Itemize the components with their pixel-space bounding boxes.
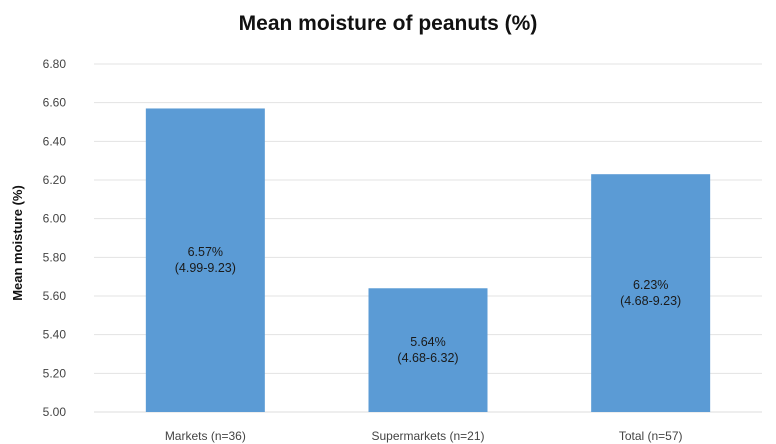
x-category-label: Supermarkets (n=21) [371, 429, 484, 443]
data-label: (4.68-9.23) [620, 294, 681, 308]
data-label: (4.99-9.23) [175, 261, 236, 275]
x-category-label: Markets (n=36) [165, 429, 246, 443]
y-tick-label: 5.20 [43, 366, 67, 380]
y-tick-label: 5.60 [43, 289, 67, 303]
y-tick-label: 5.40 [43, 328, 67, 342]
data-label: 5.64% [410, 335, 445, 349]
data-label: 6.57% [188, 245, 223, 259]
data-labels: 6.57% (4.99-9.23) 5.64% (4.68-6.32) 6.23% (4.… [175, 245, 681, 365]
y-tick-label: 6.20 [43, 173, 67, 187]
y-tick-label: 6.00 [43, 212, 67, 226]
data-label: (4.68-6.32) [397, 351, 458, 365]
x-axis-categories: Markets (n=36) Supermarkets (n=21) Total (… [165, 429, 683, 443]
bars [145, 108, 711, 412]
y-tick-label: 5.00 [43, 405, 67, 419]
y-tick-label: 6.40 [43, 134, 67, 148]
bar [145, 108, 265, 412]
chart-title: Mean moisture of peanuts (%) [238, 12, 538, 35]
data-label: 6.23% [633, 278, 668, 292]
y-axis-title: Mean moisture (%) [10, 185, 25, 301]
y-tick-label: 5.80 [43, 250, 67, 264]
bar [591, 174, 711, 412]
y-tick-label: 6.60 [43, 96, 67, 110]
x-category-label: Total (n=57) [619, 429, 683, 443]
bar [368, 288, 488, 412]
y-tick-label: 6.80 [43, 57, 67, 71]
y-axis-ticks: 5.00 5.20 5.40 5.60 5.80 6.00 6.20 6.40 6.60 6.80 [43, 57, 67, 419]
